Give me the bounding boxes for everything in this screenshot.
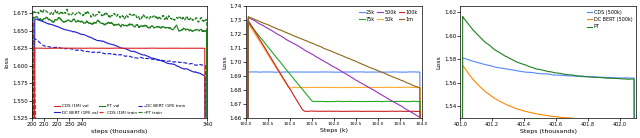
X-axis label: steps (thousands): steps (thousands) (92, 129, 148, 134)
Legend: 25k, 75k, 500k, 50k, 100k, 1m: 25k, 75k, 500k, 50k, 100k, 1m (358, 9, 419, 23)
Y-axis label: Loss: Loss (436, 55, 441, 69)
Legend: CDS (1M) val, DC BERT (1M) val, PT val, CDS (1M) train, DC BERT (1M) train, PT t: CDS (1M) val, DC BERT (1M) val, PT val, … (52, 103, 187, 116)
X-axis label: Steps (k): Steps (k) (320, 128, 348, 133)
Y-axis label: loss: loss (4, 56, 9, 68)
Legend: CDS (500k), DC BERT (500k), PT: CDS (500k), DC BERT (500k), PT (586, 9, 634, 30)
X-axis label: Steps (thousands): Steps (thousands) (520, 129, 577, 134)
Y-axis label: Loss: Loss (222, 55, 227, 69)
